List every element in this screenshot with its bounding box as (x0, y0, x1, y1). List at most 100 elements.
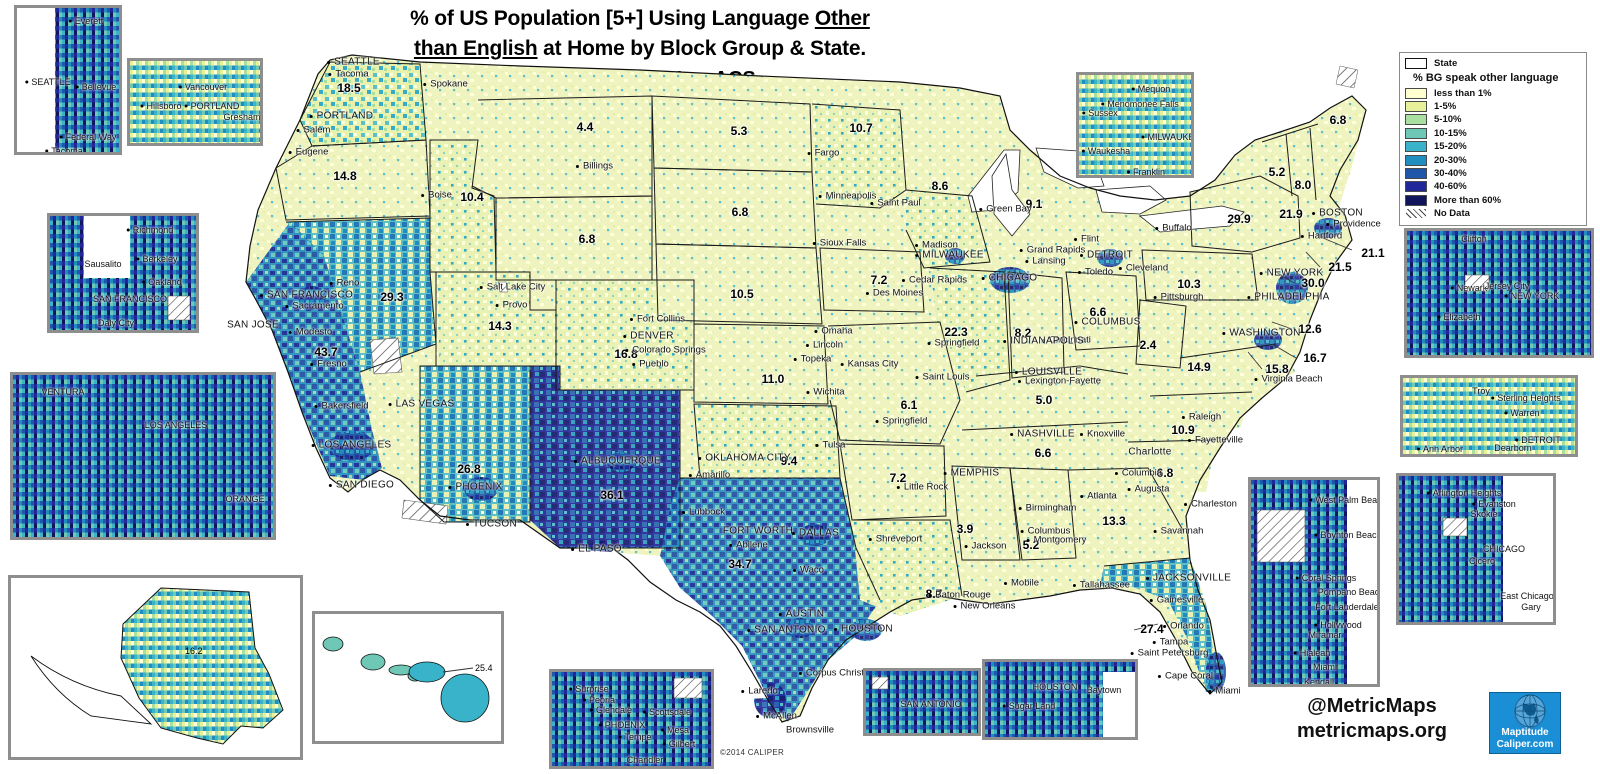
city-label-los-angeles: LOS ANGELES (318, 439, 392, 451)
city-label-milwaukee: MILWAUKEE (922, 249, 984, 261)
inset-label-phoenix-scottsdale: Scottsdale (648, 707, 692, 717)
city-label-cleveland: Cleveland (1125, 262, 1169, 274)
state-value-tx: 34.7 (728, 557, 752, 571)
city-label-pueblo: Pueblo (639, 358, 669, 370)
inset-map-losangeles[interactable]: VENTURA LOS ANGELES ORANGE (10, 372, 276, 540)
legend-label-5: 20-30% (1434, 154, 1467, 166)
inset-map-phoenix[interactable]: Surprise Peoria Glendale Scottsdale PHOENIX M… (549, 669, 714, 769)
state-mo (828, 322, 960, 444)
inset-map-sanfrancisco[interactable]: Richmond Berkeley Sausalito Oakland SAN FRAN… (47, 213, 199, 333)
city-label-san-jose: SAN JOSE (227, 319, 279, 331)
inset-label-portland-portland: PORTLAND (190, 101, 240, 111)
city-label-tulsa: Tulsa (822, 439, 846, 451)
city-label-seattle: SEATTLE (334, 56, 380, 68)
city-label-sioux-falls: Sioux Falls (819, 237, 867, 249)
legend-label-8: More than 60% (1434, 194, 1502, 206)
inset-map-detroit[interactable]: Troy Sterling Heights Warren DETROIT Dearbor… (1400, 375, 1578, 457)
inset-label-milwaukee-franklin: Franklin (1132, 167, 1166, 177)
inset-map-newyork[interactable]: Clifton Newark Jersey City NEW YORK Elizabet… (1404, 228, 1594, 358)
gulf-water (540, 548, 768, 700)
city-label-reno: Reno (336, 277, 360, 289)
state-value-md: 16.7 (1303, 351, 1327, 365)
city-label-hartford: Hartford (1307, 230, 1343, 242)
state-value-il: 22.3 (944, 325, 968, 339)
inset-label-seattle-federal-way: Federal Way (65, 132, 117, 142)
city-label-boston: BOSTON (1319, 207, 1363, 219)
state-value-oh: 6.6 (1089, 305, 1107, 319)
title-line-2: than English at Home by Block Group & St… (260, 34, 1020, 64)
city-label-san-antonio: SAN ANTONIO (754, 624, 826, 636)
maptitude-logo[interactable]: Maptitude Caliper.com (1489, 692, 1561, 754)
inset-map-houston[interactable]: HOUSTON Baytown Sugar Land (982, 659, 1138, 740)
legend-label-1: 1-5% (1434, 100, 1457, 112)
inset-map-miami[interactable]: West Palm Beach Boynton Beach Coral Spring… (1248, 477, 1380, 687)
inset-label-chicago-cicero: Cicero (1468, 556, 1496, 566)
legend-swatch-5 (1405, 154, 1427, 166)
inset-label-losangeles-ventura: VENTURA (41, 387, 85, 397)
inset-label-chicago-east-chicago: East Chicago (1500, 591, 1554, 601)
legend-row-5: 20-30% (1405, 153, 1581, 166)
city-label-abilene: Abilene (736, 539, 768, 551)
inset-label-sanfrancisco-daly-city: Daly City (97, 318, 135, 328)
state-value-mn: 10.7 (849, 121, 873, 135)
city-label-bakersfield: Bakersfield (321, 400, 369, 412)
legend-swatch-1 (1405, 100, 1427, 112)
globe-head-icon (1513, 694, 1546, 733)
city-label-montgomery: Montgomery (1033, 534, 1087, 546)
city-label-amarillo: Amarillo (695, 469, 731, 481)
inset-label-miami-fort-lauderdale: Fort Lauderdale (1315, 602, 1379, 612)
city-label-gainesville: Gainesville (1156, 594, 1204, 606)
legend-row-9: No Data (1405, 207, 1581, 220)
city-label-springfield: Springfield (882, 415, 928, 427)
state-value-or: 14.8 (333, 169, 357, 183)
inset-label-phoenix-phoenix: PHOENIX (604, 720, 646, 730)
inset-fill-losangeles (13, 375, 273, 537)
legend-label-4: 15-20% (1434, 141, 1467, 153)
state-ca (246, 222, 382, 480)
city-label-providence: Providence (1333, 218, 1381, 230)
legend-row-1: 1-5% (1405, 100, 1581, 113)
nodata-arizona (401, 499, 449, 525)
inset-label-miami-miami: Miami (1313, 662, 1337, 672)
city-label-fresno: Fresno (317, 358, 347, 370)
inset-label-miami-hollywood: Hollywood (1320, 620, 1362, 630)
city-label-flint: Flint (1081, 233, 1099, 245)
copyright-text: ©2014 CALIPER (720, 748, 785, 757)
city-label-tampa: Tampa (1159, 636, 1189, 648)
inset-map-chicago[interactable]: Arlington Heights Evanston Skokie CHICAGO Ci… (1396, 473, 1556, 625)
inset-fill-newyork (1407, 231, 1591, 355)
legend-swatch-6 (1405, 167, 1427, 179)
legend-swatch-9 (1405, 208, 1427, 220)
inset-map-portland[interactable]: Vancouver Hillsboro PORTLAND Gresham (127, 58, 263, 146)
state-value-ma: 21.9 (1279, 207, 1303, 221)
website-url: metricmaps.org (1296, 720, 1448, 742)
state-mn (812, 104, 906, 208)
inset-map-seattle[interactable]: Everett SEATTLE Bellevue Federal Way Tacoma (14, 5, 122, 155)
legend-swatch-2 (1405, 114, 1427, 126)
inset-label-newyork-jersey-city: Jersey City (1484, 281, 1530, 291)
city-label-new-york: NEW YORK (1266, 267, 1324, 279)
legend-label-3: 10-15% (1434, 127, 1467, 139)
state-value-ms: 3.9 (956, 522, 974, 536)
title-line2-a: than English (413, 37, 538, 60)
inset-map-hawaii[interactable]: 25.4 (312, 611, 504, 744)
city-label-atlanta: Atlanta (1087, 490, 1117, 502)
city-label-tucson: TUCSON (472, 518, 518, 530)
city-label-las-vegas: LAS VEGAS (395, 398, 455, 410)
legend-swatch-8 (1405, 194, 1427, 206)
state-value-ar: 7.2 (889, 471, 907, 485)
city-label-kansas-city: Kansas City (847, 358, 899, 370)
inset-label-portland-vancouver: Vancouver (184, 82, 228, 92)
city-label-mobile: Mobile (1011, 577, 1039, 589)
inset-label-miami-pompano-beach: Pompano Beach (1317, 587, 1380, 597)
inset-label-houston-baytown: Baytown (1086, 685, 1122, 695)
city-label-toledo: Toledo (1085, 266, 1113, 278)
legend-label-7: 40-60% (1434, 181, 1467, 193)
inset-map-sanantonio[interactable]: SAN ANTONIO (863, 668, 981, 736)
inset-label-miami-boynton-beach: Boynton Beach (1320, 530, 1380, 540)
inset-fill-alaska: 16.2 (11, 578, 300, 757)
state-value-wi: 8.6 (931, 179, 949, 193)
inset-map-alaska[interactable]: 16.2 (8, 575, 303, 760)
inset-label-losangeles-orange: ORANGE (225, 494, 265, 504)
